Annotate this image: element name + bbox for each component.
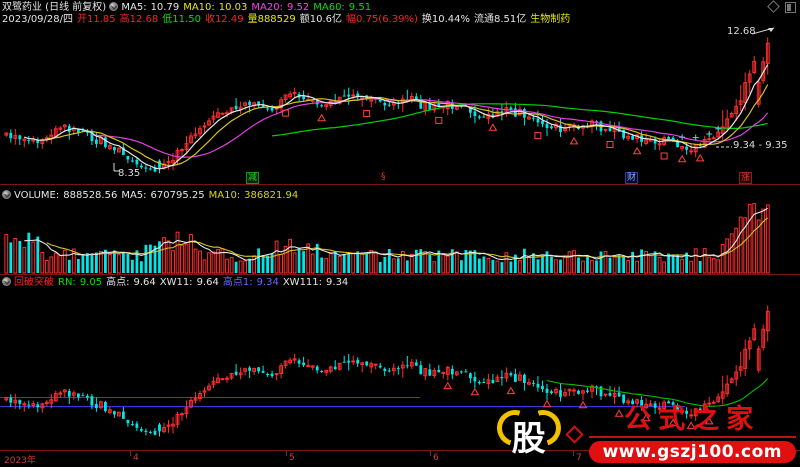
turnover-value: 10.44% [431, 14, 471, 25]
price-right-label: 9.34 - 9.35 [733, 140, 788, 151]
marker-zhang[interactable]: 涨 [739, 172, 753, 184]
indicator-gaodian1-value: 9.34 [256, 277, 279, 288]
date-tick-1: 4 [133, 453, 139, 463]
indicator-gaodian-label: 高点: [106, 277, 130, 288]
indicator-xw11-value: 9.64 [196, 277, 219, 288]
price-low-label: 8.35 [118, 168, 141, 179]
volume-ma10-label: MA10: [208, 190, 241, 201]
float-label: 流通 [474, 14, 495, 25]
date-tick-mark-3 [430, 451, 431, 456]
ma60-label: MA60: [313, 2, 345, 13]
indicator-chart-panel[interactable] [0, 291, 800, 450]
open-value: 11.85 [87, 14, 116, 25]
price-panel-divider [0, 184, 800, 185]
date-tick-3: 6 [433, 453, 439, 463]
marker-section[interactable]: § [380, 172, 387, 182]
stock-title[interactable]: 双鹭药业 (日线 前复权) [2, 2, 107, 13]
date-tick-mark-2 [286, 451, 287, 456]
close-value: 12.49 [214, 14, 244, 25]
right-pointer-dash [716, 146, 732, 148]
volume-ma5-value: 670795.25 [150, 190, 205, 201]
date-tick-2: 5 [289, 453, 295, 463]
indicator-dropdown-icon[interactable] [2, 277, 11, 286]
indicator-gaodian1-label: 高点1: [222, 277, 253, 288]
indicator-rn-label: RN: [58, 277, 76, 288]
volume-ma5-label: MA5: [121, 190, 147, 201]
marker-cai[interactable]: 财 [625, 172, 639, 184]
ma10-value: 10.03 [218, 2, 248, 13]
indicator-xw11-label: XW11: [159, 277, 193, 288]
price-candles [4, 37, 770, 174]
marker-jian[interactable]: 减 [246, 172, 260, 184]
volume-panel-header: VOLUME: 888528.56 MA5: 670795.25 MA10: 386821… [2, 190, 302, 202]
watermark-text-block: 公式之家 www.gszj100.com [588, 403, 796, 464]
date-tick-4: 7 [576, 453, 582, 463]
volume-chart-panel[interactable] [0, 203, 800, 274]
volume-ma10-value: 386821.94 [244, 190, 299, 201]
price-chart-panel[interactable] [0, 26, 800, 184]
date-tick-mark-4 [573, 451, 574, 456]
high-pointer-arrow [752, 27, 775, 35]
float-value: 8.51亿 [494, 14, 527, 25]
turnover-label: 换 [421, 14, 432, 25]
price-high-label: 12.68 [727, 26, 756, 37]
volume-bars [4, 203, 770, 274]
indicator-xw111-label: XW111: [282, 277, 323, 288]
chart-header-line2: 2023/09/28/四 开11.85 高12.68 低11.50 收12.49 量888… [2, 14, 570, 26]
change-label: 幅 [346, 14, 357, 25]
amount-label: 额 [299, 14, 310, 25]
indicator-panel-header: 回破突破 RN: 9.05 高点: 9.64 XW11: 9.64 高点1: 9.34 XW111… [2, 277, 352, 289]
watermark-logo: 股 公式之家 www.gszj100.com [490, 403, 796, 465]
ma20-label: MA20: [251, 2, 283, 13]
volume-panel-divider [0, 274, 800, 275]
close-label: 收 [204, 14, 215, 25]
chart-header-line1: 双鹭药业 (日线 前复权) MA5: 10.79 MA10: 10.03 MA20: 9.… [2, 2, 375, 14]
bull-logo-icon: 股 [490, 403, 567, 464]
volume-dropdown-icon[interactable] [2, 190, 11, 199]
volume-main-value: 888528.56 [63, 190, 118, 201]
ma20-value: 9.52 [286, 2, 310, 13]
volume-name: VOLUME: [14, 190, 60, 201]
volume-label: 量 [247, 14, 258, 25]
dropdown-circle-icon[interactable] [109, 2, 119, 11]
date-tick-mark-1 [130, 451, 131, 456]
low-pointer-arrow [113, 163, 120, 172]
change-value: 0.75(6.39%) [356, 14, 418, 25]
ma10-label: MA10: [183, 2, 215, 13]
volume-value: 888529 [257, 14, 296, 25]
watermark-diamond-icon [564, 424, 584, 444]
indicator-rn-value: 9.05 [79, 277, 103, 288]
amount-value: 10.6亿 [309, 14, 343, 25]
low-label: 低 [162, 14, 173, 25]
ma5-label: MA5: [121, 2, 147, 13]
date-tick-0: 2023年 [4, 456, 36, 466]
ma60-value: 9.51 [348, 2, 372, 13]
ma5-value: 10.79 [150, 2, 180, 13]
watermark-url[interactable]: www.gszj100.com [588, 441, 796, 464]
date-axis-divider [0, 450, 800, 451]
diamond-icon[interactable] [767, 0, 780, 13]
indicator-candles [0, 305, 770, 437]
quote-date: 2023/09/28/四 [2, 14, 74, 25]
watermark-title: 公式之家 [624, 403, 761, 435]
watermark-gu-char: 股 [511, 419, 546, 459]
industry-tag[interactable]: 生物制药 [530, 14, 571, 25]
high-value: 12.68 [129, 14, 159, 25]
high-label: 高 [119, 14, 130, 25]
indicator-gaodian-value: 9.64 [133, 277, 156, 288]
window-icon[interactable] [785, 2, 796, 13]
watermark-rule [588, 436, 796, 439]
open-label: 开 [77, 14, 88, 25]
indicator-xw111-value: 9.34 [326, 277, 349, 288]
low-value: 11.50 [172, 14, 201, 25]
indicator-name[interactable]: 回破突破 [14, 277, 54, 288]
